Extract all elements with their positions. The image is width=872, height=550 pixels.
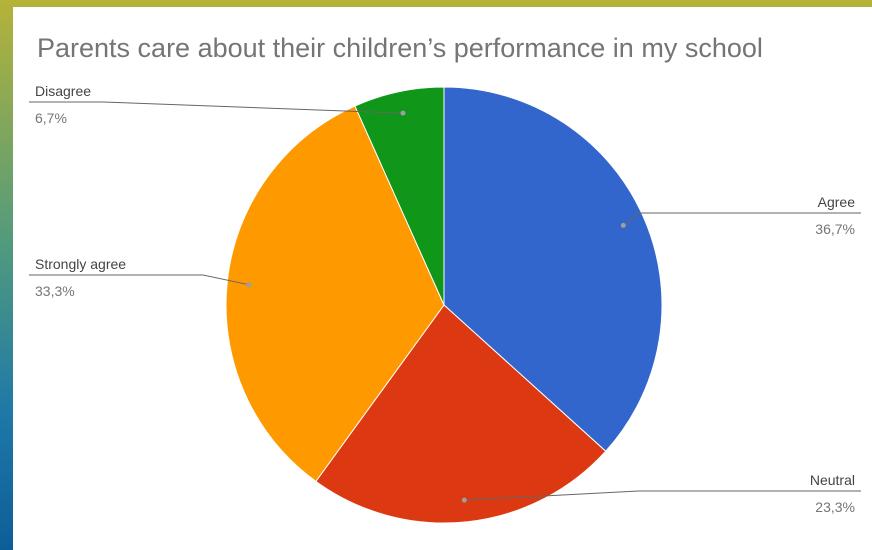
callout-line-strongly-agree [29, 274, 249, 286]
pie-chart: Agree 36,7% Neutral 23,3% Strongly agree 33,3… [29, 83, 861, 524]
slice-percent-disagree: 6,7% [35, 110, 67, 126]
slice-percent-strongly-agree: 33,3% [35, 283, 75, 299]
callout-dot-strongly-agree [246, 282, 252, 288]
callout-line-disagree [29, 101, 404, 114]
callout-dot-agree [620, 222, 626, 228]
slice-percent-neutral: 23,3% [815, 499, 855, 515]
slice-label-neutral: Neutral [810, 472, 855, 488]
pie-slice-disagree[interactable] [354, 86, 445, 306]
callout-line-agree [623, 212, 861, 226]
chart-title: Parents care about their children’s perf… [37, 33, 763, 63]
pie-slice-strongly-agree[interactable] [225, 105, 445, 483]
slice-label-disagree: Disagree [35, 83, 91, 99]
callout-dot-disagree [400, 110, 406, 116]
pie-slice-agree[interactable] [443, 86, 663, 452]
slice-percent-agree: 36,7% [815, 221, 855, 237]
chart-card: Parents care about their children’s perf… [13, 7, 872, 550]
pie-slice-neutral[interactable] [315, 304, 607, 524]
callout-line-neutral [464, 490, 861, 501]
callout-dot-neutral [461, 497, 467, 503]
slice-label-strongly-agree: Strongly agree [35, 256, 126, 272]
slice-label-agree: Agree [818, 194, 856, 210]
